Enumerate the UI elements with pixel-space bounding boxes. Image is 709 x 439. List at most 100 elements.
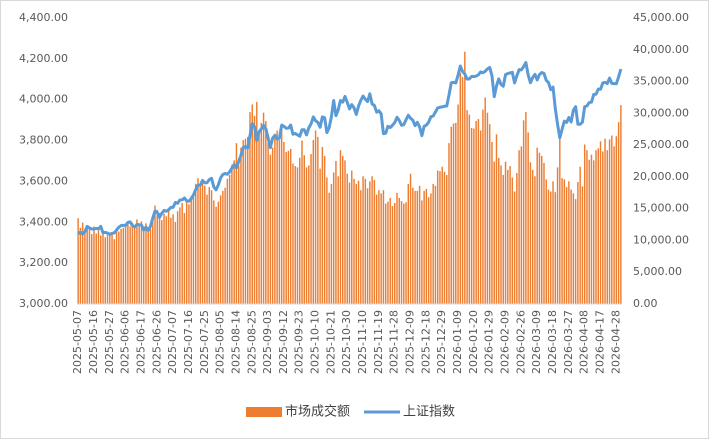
bar [165,216,168,304]
x-tick-label: 2026-04-28 [609,310,622,374]
bar [201,182,204,304]
x-tick-label: 2025-10-30 [340,310,353,374]
bar [409,173,412,304]
bar [366,188,369,304]
bar [586,150,588,304]
bar [565,187,568,304]
bar [360,190,362,304]
bar [493,161,495,304]
bar [174,222,177,304]
bar [550,191,552,304]
bar [545,179,547,304]
bar [224,187,226,304]
bar [339,150,342,304]
bar [346,173,348,304]
bar [271,147,274,304]
bar [195,183,197,304]
bar [554,192,557,304]
y2-tick-label: 5,000.00 [633,265,682,278]
bar [552,181,554,304]
bar [127,221,129,304]
bar [319,168,321,304]
bar [477,119,480,304]
bar [267,142,269,304]
bar [296,167,299,304]
bar [588,159,590,304]
bar [136,219,138,304]
bar [317,136,319,304]
bar [613,146,615,304]
bar [375,194,378,304]
bar [145,223,147,304]
bar [314,130,317,304]
bar [310,154,312,304]
x-tick-label: 2025-06-06 [119,310,132,374]
bar [362,176,364,304]
bar [400,201,403,304]
bar [509,166,511,304]
y2-tick-label: 35,000.00 [633,75,689,88]
bar [577,181,579,304]
bar [77,218,79,304]
bar [511,177,514,304]
bar [206,194,208,304]
x-tick-label: 2025-08-05 [214,310,227,374]
y-tick-label: 4,000.00 [19,93,68,106]
bar [416,190,419,304]
bar [283,141,285,304]
x-tick-label: 2025-11-28 [388,310,401,374]
x-tick-label: 2025-12-09 [404,310,417,374]
bar [452,123,455,304]
bar [215,206,217,304]
bar [617,122,620,304]
bar [593,160,595,304]
bar [495,134,498,304]
bar [158,213,161,304]
bar [131,222,134,304]
bar [100,235,102,304]
x-tick-label: 2025-09-23 [293,310,306,374]
bar [242,140,244,304]
bar [305,167,308,304]
bar [436,170,439,304]
bar [479,130,482,304]
bar [219,195,222,304]
bar [398,197,400,304]
bar [531,169,534,304]
bar [181,202,183,304]
bar [430,193,432,304]
bar [185,201,188,304]
bar [468,114,471,304]
bar [97,230,100,304]
bar [129,226,131,304]
bar [335,161,337,304]
x-tick-label: 2025-09-03 [261,310,274,374]
x-tick-label: 2025-06-17 [134,310,147,374]
bar [518,150,520,304]
y2-tick-label: 25,000.00 [633,138,689,151]
bar [516,173,518,304]
x-tick-label: 2025-06-26 [150,310,163,374]
bar [547,189,550,304]
x-tick-label: 2025-05-16 [87,310,100,374]
bar [109,235,111,304]
bar [106,234,109,304]
bar [213,200,215,304]
bar [534,176,536,304]
bar [95,233,97,304]
bar [280,123,283,304]
x-tick-label: 2026-04-08 [578,310,591,374]
bar [382,190,385,304]
bar [262,112,265,304]
bar [199,185,201,304]
bar [459,72,462,304]
bar [525,112,527,304]
bar [188,204,190,304]
bar [90,234,93,304]
bar [384,203,387,304]
bar [563,179,566,304]
y-tick-label: 3,200.00 [19,256,68,269]
bar [507,169,509,304]
bar [574,199,577,304]
bar [414,190,416,304]
